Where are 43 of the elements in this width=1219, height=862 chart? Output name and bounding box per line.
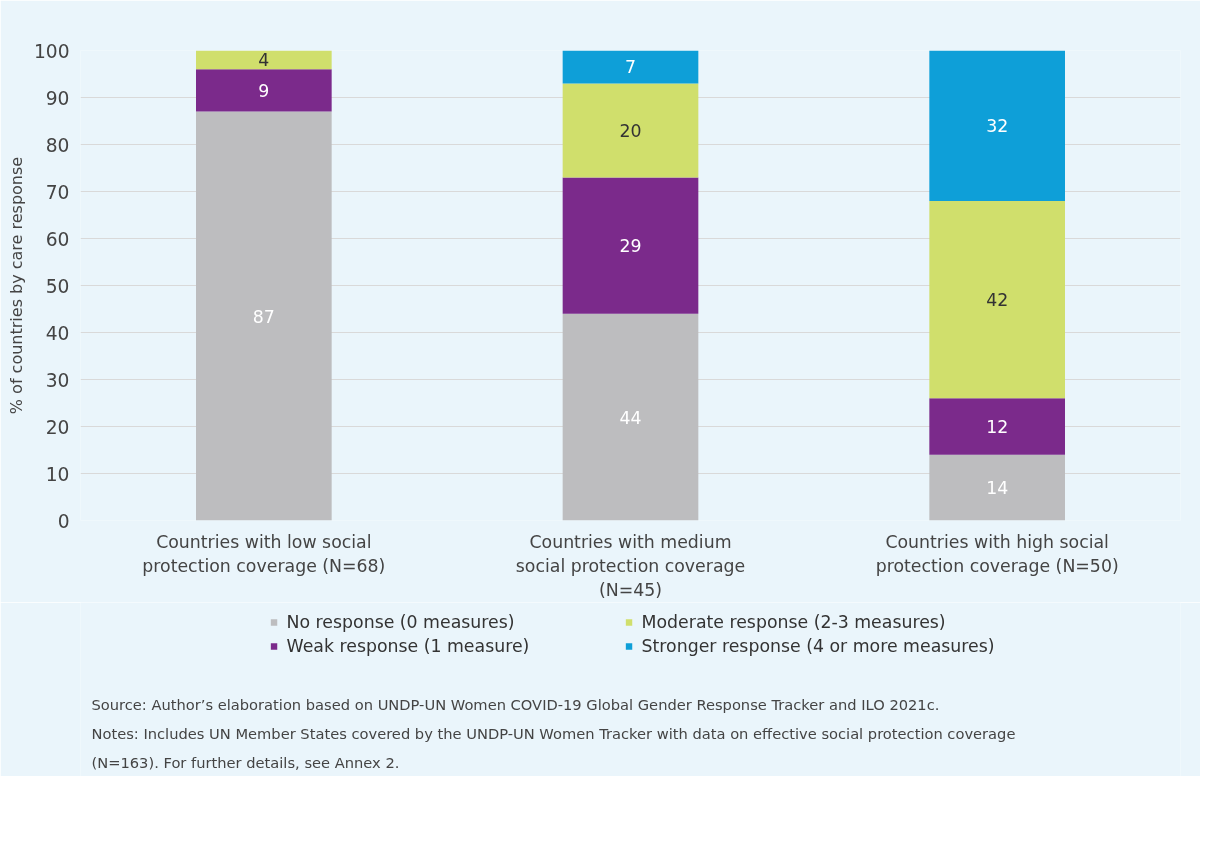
source-note: Source: Author’s elaboration based on UNDP-UN Women COVID-19 Global Gender Response Tracker and ILO 2021c. [91, 696, 940, 714]
data-label: 12 [986, 417, 1009, 437]
legend-label: No response (0 measures) [286, 612, 516, 632]
data-label: 29 [619, 236, 642, 257]
bar [196, 111, 332, 521]
bar [929, 50, 1065, 201]
x-tick-label: Countries with high social protection coverage (N=50) [875, 531, 1119, 576]
y-axis-title: % of countries by care response [6, 156, 26, 415]
bar [562, 50, 699, 84]
y-tick-label: 70 [45, 181, 70, 203]
bar [562, 83, 699, 178]
data-label: 20 [619, 120, 642, 141]
legend-label: Weak response (1 measure) [286, 636, 531, 656]
bar [196, 50, 332, 70]
y-tick-label: 80 [45, 134, 70, 156]
legend-label: Stronger response (4 or more measures) [641, 636, 995, 656]
data-label: 4 [258, 50, 270, 71]
bar [562, 177, 699, 314]
y-tick-label: 20 [45, 416, 70, 438]
y-tick-label: 0 [57, 510, 70, 532]
data-label: 14 [986, 478, 1009, 499]
y-tick-label: 60 [45, 228, 70, 250]
bar [929, 398, 1065, 455]
legend-label: Moderate response (2-3 measures) [641, 612, 947, 632]
bar [929, 454, 1065, 521]
bar [562, 313, 699, 521]
x-tick-label: Countries with low social protection coverage (N=68) [142, 531, 386, 576]
y-tick-label: 40 [45, 322, 70, 344]
y-tick-label: 30 [45, 369, 70, 391]
data-label: 42 [986, 290, 1009, 311]
y-tick-label: 50 [45, 275, 70, 297]
data-label: 7 [624, 57, 637, 78]
y-tick-label: 90 [45, 87, 70, 109]
y-tick-label: 100 [33, 40, 70, 62]
bar [196, 69, 332, 112]
data-label: 44 [619, 407, 642, 428]
data-label: 9 [258, 80, 270, 101]
data-label: 32 [986, 116, 1009, 137]
x-tick-label: Countries with medium social protection coverage (N=45) [515, 531, 746, 600]
data-label: 87 [252, 306, 275, 327]
bar [929, 200, 1065, 399]
text: Notes: Includes UN Member States covered by the UNDP-UN Women Tracker with data on effective social protection coverage (N=163). For further details, see Annex 2. [91, 725, 1016, 771]
y-tick-label: 10 [45, 463, 70, 485]
